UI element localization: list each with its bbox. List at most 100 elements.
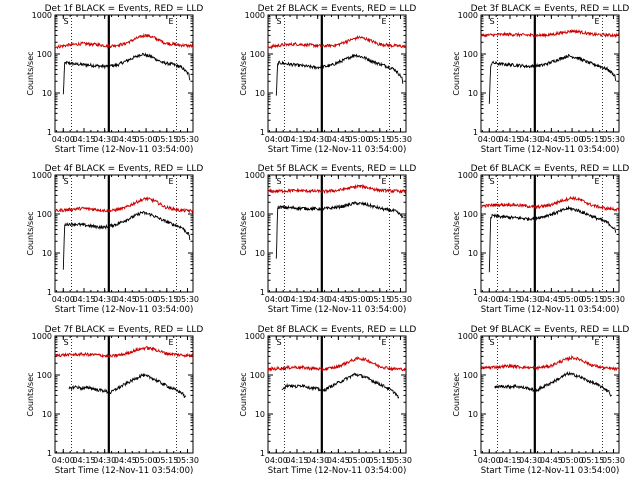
x-tick-label: 04:15 (72, 295, 95, 304)
x-tick-label: 04:45 (327, 135, 350, 144)
events-series-line (488, 205, 617, 273)
detector-panel: Det 7f BLACK = Events, RED = LLD 1 10 100 10… (26, 325, 203, 476)
start-marker-label: S (64, 338, 69, 347)
y-axis-label: Counts/sec (26, 51, 35, 95)
x-tick-label: 05:15 (581, 135, 604, 144)
x-tick-label: 05:00 (348, 135, 371, 144)
events-series-line (62, 210, 191, 270)
plot-frame (54, 174, 194, 293)
detector-panel: Det 8f BLACK = Events, RED = LLD 1 10 100 10… (239, 325, 416, 476)
x-tick-label: 04:30 (306, 456, 329, 465)
x-tick-label: 04:00 (52, 295, 75, 304)
detector-panel: Det 4f BLACK = Events, RED = LLD 1 10 100 10… (26, 164, 203, 315)
y-tick-label: 1000 (245, 332, 265, 341)
end-marker-label: E (168, 177, 173, 186)
x-tick-label: 04:00 (478, 295, 501, 304)
y-axis-label: Counts/sec (452, 372, 461, 416)
x-tick-label: 05:30 (389, 135, 412, 144)
lld-series-line (267, 184, 407, 195)
events-series-line (281, 372, 400, 399)
x-tick-label: 05:00 (135, 456, 158, 465)
x-tick-label: 04:15 (285, 135, 308, 144)
x-axis-label: Start Time (12-Nov-11 03:54:00) (268, 305, 407, 315)
detector-panel: Det 9f BLACK = Events, RED = LLD 1 10 100 10… (452, 325, 629, 476)
x-axis-label: Start Time (12-Nov-11 03:54:00) (268, 145, 407, 155)
x-tick-label: 04:00 (52, 456, 75, 465)
y-tick-label: 1 (47, 288, 52, 297)
x-tick-label: 04:45 (540, 135, 563, 144)
end-marker-label: E (594, 17, 599, 26)
x-tick-label: 05:15 (581, 295, 604, 304)
x-tick-label: 05:15 (155, 456, 178, 465)
x-tick-label: 05:15 (368, 135, 391, 144)
plot-frame (480, 174, 620, 293)
detector-panel: Det 5f BLACK = Events, RED = LLD 1 10 100 10… (239, 164, 416, 315)
y-axis-label: Counts/sec (452, 51, 461, 95)
x-tick-label: 04:30 (306, 295, 329, 304)
y-tick-label: 1000 (32, 171, 52, 180)
x-tick-label: 04:30 (519, 295, 542, 304)
y-tick-label: 1000 (245, 171, 265, 180)
y-tick-label: 1 (47, 449, 52, 458)
y-tick-label: 10 (255, 89, 265, 98)
x-axis-label: Start Time (12-Nov-11 03:54:00) (55, 305, 194, 315)
detector-panel: Det 6f BLACK = Events, RED = LLD 1 10 100 10… (452, 164, 629, 315)
x-axis-label: Start Time (12-Nov-11 03:54:00) (481, 305, 620, 315)
panel-title: Det 9f BLACK = Events, RED = LLD (471, 325, 630, 335)
y-axis-label: Counts/sec (239, 51, 248, 95)
x-tick-label: 04:15 (498, 295, 521, 304)
y-tick-label: 1 (473, 288, 478, 297)
start-marker-label: S (64, 17, 69, 26)
x-tick-label: 05:00 (135, 295, 158, 304)
y-tick-label: 1000 (458, 332, 478, 341)
x-tick-label: 05:30 (389, 295, 412, 304)
events-series-line (275, 53, 404, 96)
y-tick-label: 100 (463, 210, 478, 219)
y-tick-label: 100 (37, 371, 52, 380)
x-axis-label: Start Time (12-Nov-11 03:54:00) (268, 466, 407, 476)
y-tick-label: 100 (37, 50, 52, 59)
panel-title: Det 3f BLACK = Events, RED = LLD (471, 4, 630, 14)
lld-series-line (480, 195, 620, 213)
start-marker-label: S (490, 17, 495, 26)
x-tick-label: 04:00 (478, 456, 501, 465)
y-tick-label: 10 (255, 410, 265, 419)
x-tick-label: 04:30 (519, 456, 542, 465)
x-tick-label: 05:30 (176, 456, 199, 465)
detector-panel: Det 3f BLACK = Events, RED = LLD 1 10 100 10… (452, 4, 629, 155)
y-tick-label: 1 (473, 128, 478, 137)
x-tick-label: 05:00 (348, 456, 371, 465)
y-tick-label: 1 (473, 449, 478, 458)
x-tick-label: 05:15 (155, 135, 178, 144)
x-tick-label: 04:45 (327, 456, 350, 465)
end-marker-label: E (381, 177, 386, 186)
events-series-line (494, 370, 613, 397)
x-tick-label: 04:00 (265, 456, 288, 465)
x-tick-label: 04:30 (519, 135, 542, 144)
x-tick-label: 04:30 (93, 295, 116, 304)
x-axis-label: Start Time (12-Nov-11 03:54:00) (481, 145, 620, 155)
y-tick-label: 1 (260, 288, 265, 297)
x-tick-label: 04:45 (540, 456, 563, 465)
x-tick-label: 04:15 (498, 135, 521, 144)
events-series-line (62, 52, 191, 95)
x-tick-label: 04:45 (114, 295, 137, 304)
x-tick-label: 04:45 (114, 135, 137, 144)
end-marker-label: E (168, 338, 173, 347)
y-tick-label: 1000 (32, 332, 52, 341)
end-marker-label: E (381, 17, 386, 26)
plot-frame (267, 335, 407, 454)
y-tick-label: 100 (250, 210, 265, 219)
y-tick-label: 100 (463, 50, 478, 59)
y-tick-label: 10 (468, 410, 478, 419)
panel-title: Det 4f BLACK = Events, RED = LLD (45, 164, 204, 174)
events-series-line (275, 201, 404, 259)
lld-series-line (267, 355, 406, 373)
y-tick-label: 100 (250, 50, 265, 59)
panel-title: Det 8f BLACK = Events, RED = LLD (258, 325, 417, 335)
x-tick-label: 04:30 (93, 135, 116, 144)
panel-title: Det 7f BLACK = Events, RED = LLD (45, 325, 204, 335)
x-tick-label: 04:15 (498, 456, 521, 465)
start-marker-label: S (277, 17, 282, 26)
